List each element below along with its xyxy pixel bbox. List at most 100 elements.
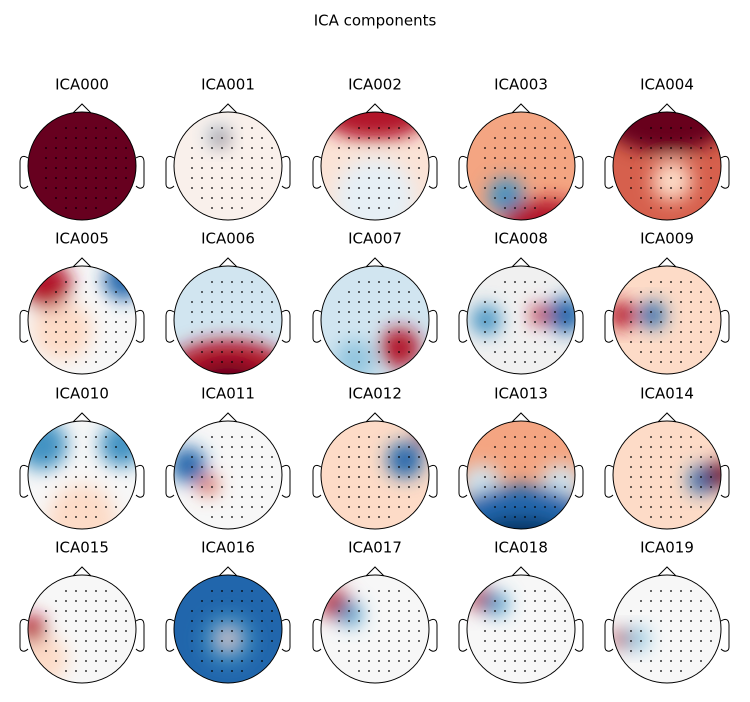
sensor: [690, 600, 692, 602]
sensor: [398, 157, 400, 159]
sensor: [524, 361, 526, 363]
ear: [458, 155, 468, 189]
sensor: [241, 331, 243, 333]
sensor: [221, 361, 223, 363]
sensor: [660, 157, 662, 159]
sensor: [105, 301, 107, 303]
sensor: [544, 167, 546, 169]
sensor: [85, 361, 87, 363]
sensor: [105, 127, 107, 129]
sensor: [251, 436, 253, 438]
sensor: [710, 610, 712, 612]
sensor: [251, 620, 253, 622]
sensor: [55, 197, 57, 199]
sensor: [338, 167, 340, 169]
sensor: [524, 496, 526, 498]
sensor: [55, 301, 57, 303]
sensor: [348, 446, 350, 448]
sensor: [65, 351, 67, 353]
sensor: [105, 137, 107, 139]
sensor: [640, 466, 642, 468]
sensor: [494, 486, 496, 488]
sensor: [241, 207, 243, 209]
sensor: [670, 331, 672, 333]
sensor: [670, 456, 672, 458]
component-title: ICA001: [201, 76, 255, 94]
sensor: [660, 127, 662, 129]
sensor: [241, 610, 243, 612]
sensor: [564, 321, 566, 323]
sensor: [504, 291, 506, 293]
sensor: [211, 321, 213, 323]
sensor: [514, 197, 516, 199]
sensor: [105, 281, 107, 283]
sensor: [368, 157, 370, 159]
sensor: [700, 167, 702, 169]
topomap: [604, 257, 730, 375]
sensor: [65, 670, 67, 672]
nose: [72, 412, 92, 423]
sensor: [408, 506, 410, 508]
sensor: [514, 341, 516, 343]
sensor: [251, 630, 253, 632]
sensor: [201, 341, 203, 343]
map-blob: [613, 112, 721, 153]
sensor: [534, 650, 536, 652]
sensor: [680, 620, 682, 622]
sensor: [75, 147, 77, 149]
sensor: [368, 506, 370, 508]
sensor: [504, 361, 506, 363]
sensor: [630, 177, 632, 179]
sensor: [484, 620, 486, 622]
sensor: [368, 620, 370, 622]
sensor: [408, 137, 410, 139]
sensor: [524, 446, 526, 448]
sensor: [504, 331, 506, 333]
sensor: [221, 436, 223, 438]
sensor: [670, 147, 672, 149]
sensor: [534, 600, 536, 602]
sensor: [251, 197, 253, 199]
sensor: [95, 197, 97, 199]
sensor: [484, 341, 486, 343]
sensor: [564, 630, 566, 632]
sensor: [65, 496, 67, 498]
sensor: [221, 590, 223, 592]
sensor: [358, 167, 360, 169]
sensor: [251, 167, 253, 169]
sensor: [85, 456, 87, 458]
sensor: [524, 331, 526, 333]
sensor: [241, 127, 243, 129]
sensor: [211, 516, 213, 518]
map-blob: [531, 305, 551, 325]
sensor: [544, 506, 546, 508]
sensor: [251, 321, 253, 323]
sensor: [241, 670, 243, 672]
sensor: [650, 476, 652, 478]
sensor: [95, 187, 97, 189]
sensor: [504, 590, 506, 592]
sensor: [261, 301, 263, 303]
sensor: [564, 456, 566, 458]
sensor: [115, 620, 117, 622]
sensor: [700, 640, 702, 642]
sensor: [544, 147, 546, 149]
sensor: [55, 640, 57, 642]
sensor: [388, 486, 390, 488]
sensor: [85, 610, 87, 612]
sensor: [65, 361, 67, 363]
sensor: [75, 496, 77, 498]
sensor: [680, 137, 682, 139]
sensor: [368, 207, 370, 209]
sensor: [45, 311, 47, 313]
sensor: [544, 620, 546, 622]
sensor: [524, 486, 526, 488]
map-blob: [47, 485, 117, 529]
sensor: [65, 456, 67, 458]
sensor: [368, 476, 370, 478]
sensor: [700, 600, 702, 602]
sensor: [670, 466, 672, 468]
sensor: [504, 187, 506, 189]
sensor: [211, 466, 213, 468]
map-blob: [338, 602, 362, 626]
